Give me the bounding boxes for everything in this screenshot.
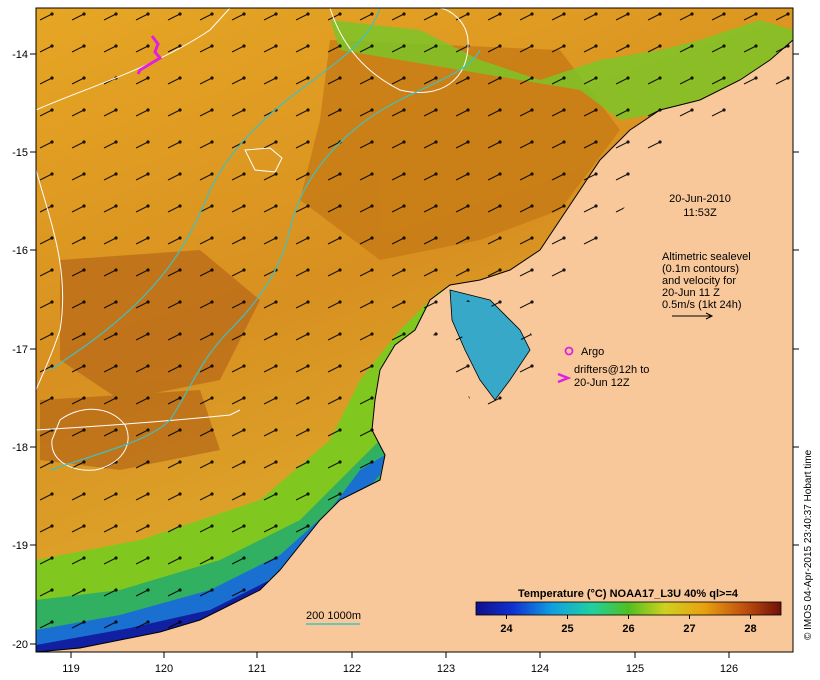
lat-tick-label: -20 [12, 639, 28, 651]
svg-text:20-Jun 11 Z: 20-Jun 11 Z [662, 287, 720, 299]
colorbar-tick-label: 25 [561, 623, 573, 635]
colorbar-ticks: 24 25 26 27 28 [500, 615, 757, 635]
lon-axis: 119 120 121 122 123 124 125 126 [62, 652, 738, 675]
lon-tick-label: 120 [155, 663, 173, 675]
lat-tick-label: -14 [12, 49, 28, 61]
datetime-line1: 20-Jun-2010 [669, 193, 731, 205]
land-overlay [84, 100, 793, 652]
colorbar-tick-label: 27 [683, 623, 695, 635]
argo-legend: Argo drifters@12h to 20-Jun 12Z [557, 346, 649, 389]
drifter-track [136, 35, 163, 75]
colorbar-tick-label: 24 [500, 623, 513, 635]
king-sound-water [455, 300, 526, 396]
lon-tick-label: 126 [720, 663, 738, 675]
isobath-label: 200 1000m [306, 610, 361, 622]
drifter-marker-icon [557, 372, 572, 384]
lat-tick-label: -16 [12, 245, 28, 257]
map-frame [35, 7, 794, 653]
svg-text:Altimetric sealevel: Altimetric sealevel [662, 251, 751, 263]
lon-tick-label: 125 [626, 663, 644, 675]
colorbar-title: Temperature (°C) NOAA17_L3U 40% ql>=4 [518, 588, 739, 600]
svg-text:20-Jun 12Z: 20-Jun 12Z [574, 377, 630, 389]
lon-tick-label: 119 [62, 663, 80, 675]
datetime-line2: 11:53Z [683, 207, 717, 219]
lat-tick-label: -19 [12, 540, 28, 552]
lat-tick-label: -18 [12, 442, 28, 454]
lon-tick-label: 124 [531, 663, 549, 675]
colorbar: Temperature (°C) NOAA17_L3U 40% ql>=4 24… [475, 588, 782, 635]
colorbar-tick-label: 26 [622, 623, 634, 635]
svg-text:drifters@12h to: drifters@12h to [574, 364, 649, 376]
isobaths [49, 7, 481, 471]
lon-tick-label: 123 [437, 663, 455, 675]
argo-marker-icon [564, 346, 574, 356]
velocity-legend: Altimetric sealevel (0.1m contours) and … [662, 251, 751, 320]
lon-tick-label: 121 [248, 663, 266, 675]
colorbar-gradient [475, 601, 782, 616]
svg-text:0.5m/s (1kt 24h): 0.5m/s (1kt 24h) [662, 299, 741, 311]
svg-text:and velocity for: and velocity for [662, 275, 736, 287]
svg-text:(0.1m contours): (0.1m contours) [662, 263, 739, 275]
credit-text: © IMOS 04-Apr-2015 23:40:37 Hobart time [803, 449, 814, 640]
lat-tick-label: -15 [12, 147, 28, 159]
colorbar-tick-label: 28 [744, 623, 756, 635]
sealevel-contours [35, 7, 469, 471]
lat-axis: -14 -15 -16 -17 -18 -19 -20 [12, 49, 799, 651]
lon-tick-label: 122 [343, 663, 361, 675]
lat-tick-label: -17 [12, 344, 28, 356]
svg-text:Argo: Argo [581, 346, 604, 358]
